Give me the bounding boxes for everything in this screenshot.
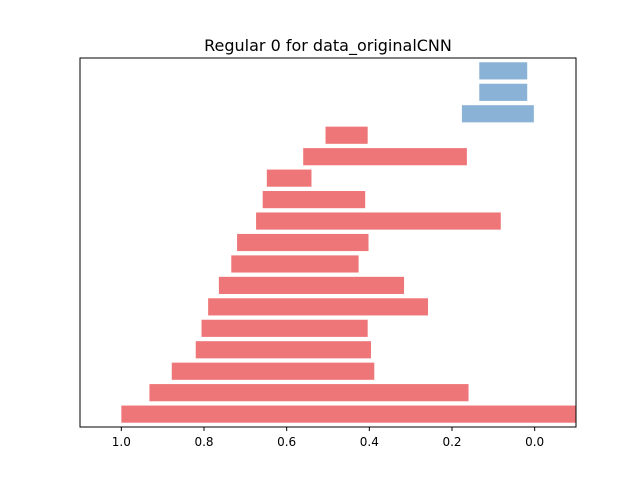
x-tick-label: 1.0 <box>112 435 131 449</box>
chart-title: Regular 0 for data_originalCNN <box>204 36 452 56</box>
x-tick-label: 0.8 <box>194 435 213 449</box>
bar-17 <box>479 62 528 80</box>
bar-9 <box>237 233 369 252</box>
bar-8 <box>231 255 359 273</box>
bar-13 <box>303 148 467 166</box>
x-axis: 1.0 0.8 0.6 0.4 0.2 0.0 <box>112 427 544 449</box>
bar-10 <box>256 212 501 230</box>
bar-15 <box>461 105 534 123</box>
bar-16 <box>479 83 528 101</box>
bar-3 <box>171 362 375 380</box>
x-tick-label: 0.2 <box>442 435 461 449</box>
bar-1 <box>121 405 576 423</box>
bar-14 <box>325 126 368 144</box>
bar-2 <box>149 384 469 402</box>
bar-4 <box>195 341 371 359</box>
axes-frame <box>79 57 577 428</box>
bar-11 <box>262 191 366 209</box>
x-tick-label: 0.0 <box>525 435 544 449</box>
x-tick-label: 0.6 <box>277 435 296 449</box>
bar-12 <box>266 169 312 187</box>
bar-6 <box>208 298 429 316</box>
bar-5 <box>201 319 368 337</box>
bar-7 <box>218 276 405 294</box>
bars-layer <box>121 62 576 423</box>
x-tick-label: 0.4 <box>360 435 379 449</box>
